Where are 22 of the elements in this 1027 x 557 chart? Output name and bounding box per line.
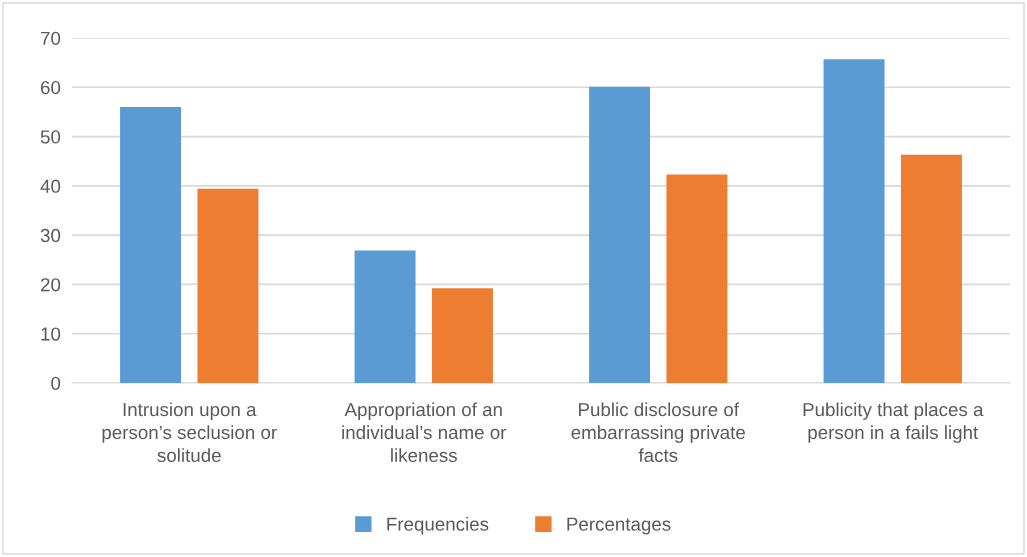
bar <box>589 86 651 383</box>
y-tick-label: 60 <box>40 80 61 95</box>
y-tick-label: 40 <box>40 179 61 193</box>
y-tick-label: 20 <box>40 278 61 292</box>
x-tick-label: Intrusion upon a person’s seclusion or solitude <box>102 402 277 463</box>
bar <box>354 250 416 383</box>
y-tick-label: 30 <box>40 228 61 243</box>
bar <box>120 107 182 383</box>
y-tick-label: 70 <box>41 31 61 45</box>
bar <box>431 288 493 383</box>
bar <box>900 154 962 383</box>
x-tick-label: Publicity that places a person in a fails light <box>803 402 984 443</box>
y-tick-label: 50 <box>40 130 61 144</box>
y-tick-label: 10 <box>41 327 61 341</box>
x-tick-label: Appropriation of an individual’s name or likeness <box>342 402 507 463</box>
x-tick-label: Public disclosure of embarrassing private facts <box>571 402 745 463</box>
legend-label: Percentages <box>567 517 671 535</box>
bar <box>197 188 259 383</box>
bar <box>666 174 728 383</box>
bar <box>823 59 885 383</box>
legend-label: Frequencies <box>387 517 489 535</box>
y-tick-label: 0 <box>51 376 61 390</box>
